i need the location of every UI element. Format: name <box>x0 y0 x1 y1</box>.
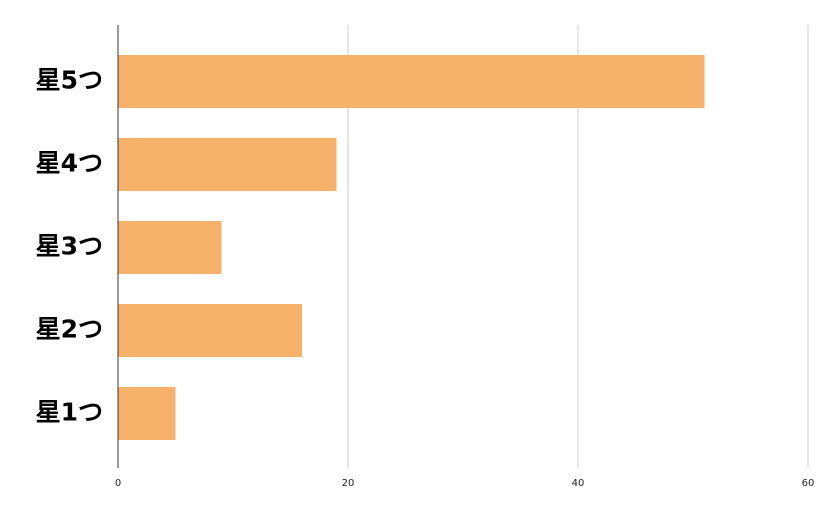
x-tick-label: 0 <box>115 478 121 489</box>
bar <box>118 387 176 440</box>
bar <box>118 55 705 108</box>
bar <box>118 304 302 357</box>
bar <box>118 138 337 191</box>
y-tick-label: 星2つ <box>36 315 103 344</box>
bar <box>118 221 222 274</box>
x-tick-label: 20 <box>342 478 355 489</box>
x-tick-label: 60 <box>802 478 815 489</box>
y-tick-label: 星3つ <box>36 232 103 261</box>
y-tick-label: 星1つ <box>36 398 103 427</box>
y-tick-label: 星5つ <box>36 66 103 95</box>
y-tick-label: 星4つ <box>36 149 103 178</box>
x-tick-label: 40 <box>572 478 585 489</box>
